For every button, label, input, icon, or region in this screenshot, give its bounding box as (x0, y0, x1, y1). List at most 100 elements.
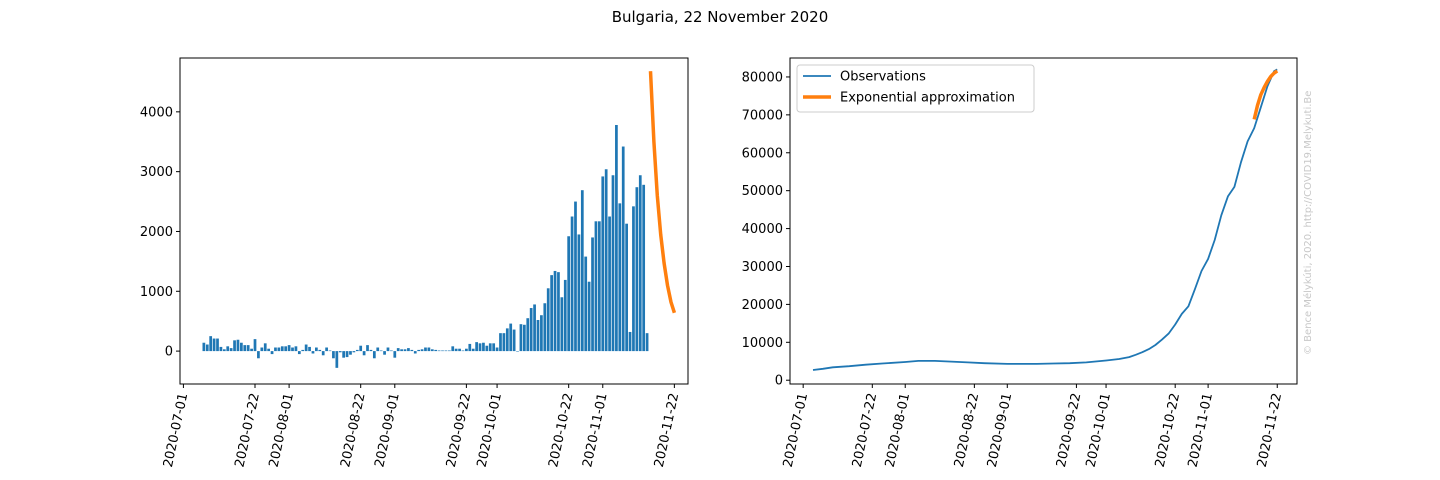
daily-cases-bar (604, 169, 608, 352)
daily-cases-bar (321, 351, 325, 356)
daily-cases-bar (226, 346, 230, 352)
daily-cases-bar (560, 297, 564, 352)
left-axes-frame (179, 57, 689, 385)
daily-cases-bar (618, 203, 622, 352)
daily-cases-bar (512, 329, 516, 352)
daily-cases-bar (202, 342, 206, 352)
daily-cases-bar (424, 347, 427, 352)
daily-cases-bar (315, 347, 318, 352)
daily-cases-bar (383, 351, 386, 355)
daily-cases-bar (594, 221, 598, 352)
daily-cases-bar (505, 328, 509, 352)
daily-cases-bar (482, 342, 485, 352)
right-y-tick-label: 30000 (742, 260, 783, 275)
daily-cases-bar (522, 324, 526, 352)
daily-cases-bar (390, 350, 393, 352)
daily-cases-bar (308, 346, 311, 352)
daily-cases-bar (342, 351, 346, 358)
right-x-tick-label: 2020-07-22 (850, 392, 880, 469)
daily-cases-bar (366, 345, 369, 352)
daily-cases-bar (297, 351, 301, 355)
daily-cases-bar (441, 350, 444, 352)
daily-cases-bar (465, 348, 468, 352)
right-x-tick-label: 2020-08-22 (952, 392, 982, 469)
daily-cases-bar (563, 279, 567, 352)
daily-cases-bar (577, 234, 581, 352)
daily-cases-bar (325, 347, 328, 352)
daily-cases-bar (597, 221, 601, 352)
right-axes-frame (789, 57, 1298, 385)
daily-cases-bar (638, 175, 642, 352)
daily-cases-bar (628, 331, 632, 352)
daily-cases-bar (277, 347, 281, 352)
daily-cases-bar (492, 343, 496, 352)
daily-cases-bar (461, 350, 465, 352)
left-y-tick-label: 1000 (140, 285, 173, 300)
daily-cases-bar (355, 349, 359, 352)
daily-cases-bar (229, 348, 233, 352)
daily-cases-bar (434, 349, 438, 352)
daily-cases-bar (393, 351, 397, 358)
left-x-tick-label: 2020-07-22 (233, 392, 263, 469)
daily-cases-bar (587, 281, 591, 352)
daily-cases-bar (516, 351, 519, 352)
left-x-tick-label: 2020-10-01 (475, 392, 505, 469)
left-x-tick-label: 2020-11-22 (652, 392, 682, 469)
daily-cases-bar (632, 206, 635, 352)
right-x-tick-label: 2020-11-01 (1186, 392, 1216, 469)
daily-cases-bar (430, 349, 434, 352)
right-x-tick-label: 2020-08-01 (883, 392, 913, 469)
right-x-tick-label: 2020-11-22 (1255, 392, 1285, 469)
daily-cases-bar (332, 351, 335, 359)
left-y-tick-label: 0 (165, 345, 173, 360)
daily-cases-bar (376, 347, 380, 352)
daily-cases-bar (601, 176, 605, 352)
daily-cases-bar (471, 348, 475, 352)
daily-cases-bar (621, 146, 625, 352)
left-x-tick-label: 2020-08-22 (338, 392, 368, 469)
daily-cases-bar (451, 346, 455, 352)
right-exponential-approximation-line (1252, 69, 1279, 120)
daily-cases-bar (260, 347, 264, 352)
daily-cases-bar (250, 348, 253, 352)
daily-cases-bar (345, 351, 349, 358)
daily-cases-bar (369, 349, 373, 352)
right-y-tick-label: 70000 (742, 108, 783, 123)
right-y-tick-label: 50000 (742, 184, 783, 199)
right-y-tick-label: 80000 (742, 70, 783, 85)
daily-cases-bar (246, 345, 250, 352)
daily-cases-bar (447, 350, 451, 352)
daily-cases-bar (209, 336, 213, 352)
daily-cases-bar (311, 351, 315, 354)
daily-cases-bar (495, 347, 499, 352)
daily-cases-bar (362, 351, 366, 356)
daily-cases-bar (550, 275, 553, 352)
daily-cases-bar (625, 223, 628, 352)
daily-cases-bar (328, 350, 332, 352)
daily-cases-bar (580, 190, 584, 352)
daily-cases-bar (519, 324, 523, 352)
daily-cases-bar (635, 187, 639, 352)
daily-cases-bar (301, 349, 305, 352)
daily-cases-bar (379, 350, 383, 352)
daily-cases-bar (584, 256, 588, 352)
daily-cases-bar (502, 333, 506, 352)
left-x-tick-label: 2020-07-01 (161, 392, 191, 469)
daily-cases-bar (543, 303, 547, 352)
daily-cases-bar (546, 288, 550, 352)
legend-label: Exponential approximation (840, 91, 1015, 106)
daily-cases-bar (267, 348, 271, 352)
right-x-tick-label: 2020-09-22 (1054, 392, 1084, 469)
daily-cases-bar (263, 343, 267, 352)
daily-cases-bar (642, 184, 646, 352)
daily-cases-bar (270, 351, 274, 355)
daily-cases-bar (454, 348, 458, 352)
daily-cases-bar (284, 346, 288, 352)
daily-cases-bar (553, 270, 557, 352)
daily-cases-bar (437, 350, 441, 352)
left-x-tick-label: 2020-09-01 (372, 392, 402, 469)
right-y-tick-label: 0 (775, 374, 783, 389)
right-x-tick-label: 2020-09-01 (985, 392, 1015, 469)
